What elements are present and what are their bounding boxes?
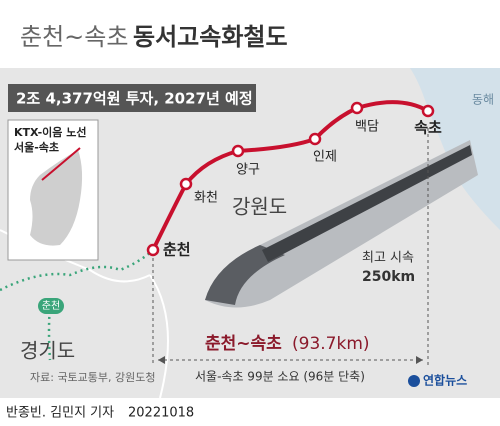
speed-value: 250km bbox=[362, 269, 415, 285]
station bbox=[231, 144, 245, 158]
distance-length: (93.7km) bbox=[292, 334, 370, 354]
title-bold: 동서고속화철도 bbox=[133, 23, 288, 51]
inset-korea bbox=[30, 150, 83, 246]
station-label: 인제 bbox=[313, 150, 337, 165]
budget-badge bbox=[8, 84, 256, 112]
line-label: 춘천 bbox=[42, 300, 60, 312]
date: 20221018 bbox=[128, 406, 194, 421]
travel-time: 서울-속초 99분 소요 (96분 단축) bbox=[195, 370, 365, 384]
train-nose bbox=[205, 245, 285, 305]
station bbox=[308, 132, 322, 146]
speed-label: 최고 시속 bbox=[362, 251, 414, 266]
reporters: 반종빈. 김민지 기자 bbox=[6, 406, 114, 421]
station bbox=[421, 104, 435, 118]
logo: 연합뉴스 bbox=[423, 373, 467, 388]
station-label: 춘천 bbox=[163, 241, 191, 259]
station bbox=[350, 101, 364, 115]
green-line bbox=[0, 249, 154, 292]
station-label: 속초 bbox=[414, 119, 442, 137]
sea-label: 동해 bbox=[472, 93, 494, 107]
distance-route: 춘천~속초 bbox=[205, 334, 282, 354]
station-label: 양구 bbox=[236, 163, 260, 178]
inset-route-label: 서울-속초 bbox=[14, 140, 59, 154]
inset-route bbox=[41, 147, 81, 181]
train-windows bbox=[262, 145, 472, 262]
station bbox=[146, 243, 160, 257]
station bbox=[179, 177, 193, 191]
route bbox=[151, 100, 429, 251]
region-label: 경기도 bbox=[20, 339, 75, 363]
train bbox=[205, 140, 478, 308]
line-badge bbox=[38, 298, 64, 314]
budget-text: 2조 4,377억원 투자, 2027년 예정 bbox=[16, 90, 253, 108]
region-label: 강원도 bbox=[232, 195, 287, 219]
station-label: 화천 bbox=[194, 191, 218, 206]
inset-line: KTX-이음 노선 bbox=[14, 125, 87, 139]
title-light: 춘천~속초 bbox=[20, 23, 128, 51]
station-label: 백담 bbox=[355, 120, 379, 135]
source: 자료: 국토교통부, 강원도청 bbox=[30, 371, 156, 384]
logo-mark bbox=[408, 375, 420, 387]
